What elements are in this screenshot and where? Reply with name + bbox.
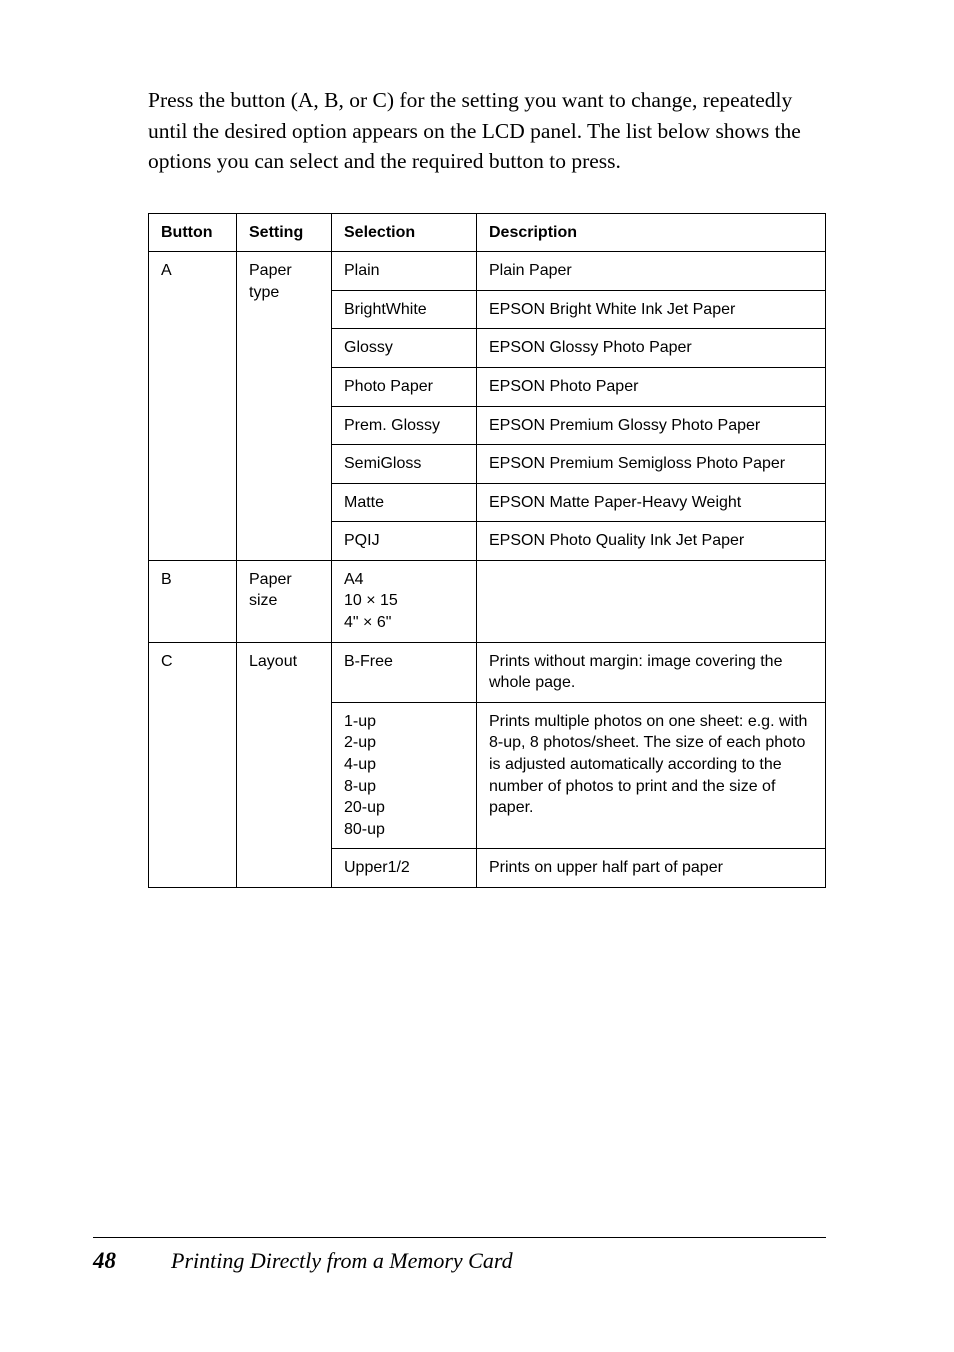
col-header-description: Description — [477, 213, 826, 252]
col-header-button: Button — [149, 213, 237, 252]
cell-description: EPSON Premium Glossy Photo Paper — [477, 406, 826, 445]
cell-description — [477, 560, 826, 642]
cell-description: EPSON Photo Paper — [477, 367, 826, 406]
cell-selection: PQIJ — [332, 522, 477, 561]
cell-line: 10 × 15 — [344, 592, 398, 609]
cell-selection: Glossy — [332, 329, 477, 368]
cell-setting-paper-type: Paper type — [237, 252, 332, 561]
cell-setting-layout: Layout — [237, 642, 332, 887]
col-header-setting: Setting — [237, 213, 332, 252]
cell-line: A4 — [344, 571, 364, 588]
cell-selection: Matte — [332, 483, 477, 522]
page-footer: 48 Printing Directly from a Memory Card — [93, 1237, 826, 1274]
table-row: C Layout B-Free Prints without margin: i… — [149, 642, 826, 702]
cell-selection: BrightWhite — [332, 290, 477, 329]
cell-line: 1-up — [344, 713, 376, 730]
cell-description: EPSON Bright White Ink Jet Paper — [477, 290, 826, 329]
table-row: A Paper type Plain Plain Paper — [149, 252, 826, 291]
footer-title: Printing Directly from a Memory Card — [171, 1248, 513, 1274]
cell-selection: Upper1/2 — [332, 849, 477, 888]
cell-line: 4" × 6" — [344, 614, 391, 631]
cell-selection: Plain — [332, 252, 477, 291]
table-row: B Paper size A4 10 × 15 4" × 6" — [149, 560, 826, 642]
cell-description: EPSON Glossy Photo Paper — [477, 329, 826, 368]
cell-button-a: A — [149, 252, 237, 561]
settings-table: Button Setting Selection Description A P… — [148, 213, 826, 888]
cell-description: EPSON Matte Paper-Heavy Weight — [477, 483, 826, 522]
cell-description: Prints without margin: image covering th… — [477, 642, 826, 702]
cell-line: 80-up — [344, 821, 385, 838]
col-header-selection: Selection — [332, 213, 477, 252]
cell-description: EPSON Premium Semigloss Photo Paper — [477, 445, 826, 484]
cell-setting-paper-size: Paper size — [237, 560, 332, 642]
table-header-row: Button Setting Selection Description — [149, 213, 826, 252]
cell-selection: A4 10 × 15 4" × 6" — [332, 560, 477, 642]
cell-selection: Prem. Glossy — [332, 406, 477, 445]
cell-selection: B-Free — [332, 642, 477, 702]
cell-button-b: B — [149, 560, 237, 642]
cell-line: 2-up — [344, 734, 376, 751]
cell-selection: 1-up 2-up 4-up 8-up 20-up 80-up — [332, 702, 477, 849]
cell-line: 20-up — [344, 799, 385, 816]
cell-selection: Photo Paper — [332, 367, 477, 406]
cell-description: Prints multiple photos on one sheet: e.g… — [477, 702, 826, 849]
cell-line: 4-up — [344, 756, 376, 773]
page-number: 48 — [93, 1248, 116, 1274]
intro-paragraph: Press the button (A, B, or C) for the se… — [148, 85, 826, 177]
cell-selection: SemiGloss — [332, 445, 477, 484]
cell-description: Prints on upper half part of paper — [477, 849, 826, 888]
cell-description: EPSON Photo Quality Ink Jet Paper — [477, 522, 826, 561]
cell-line: 8-up — [344, 778, 376, 795]
cell-description: Plain Paper — [477, 252, 826, 291]
cell-button-c: C — [149, 642, 237, 887]
